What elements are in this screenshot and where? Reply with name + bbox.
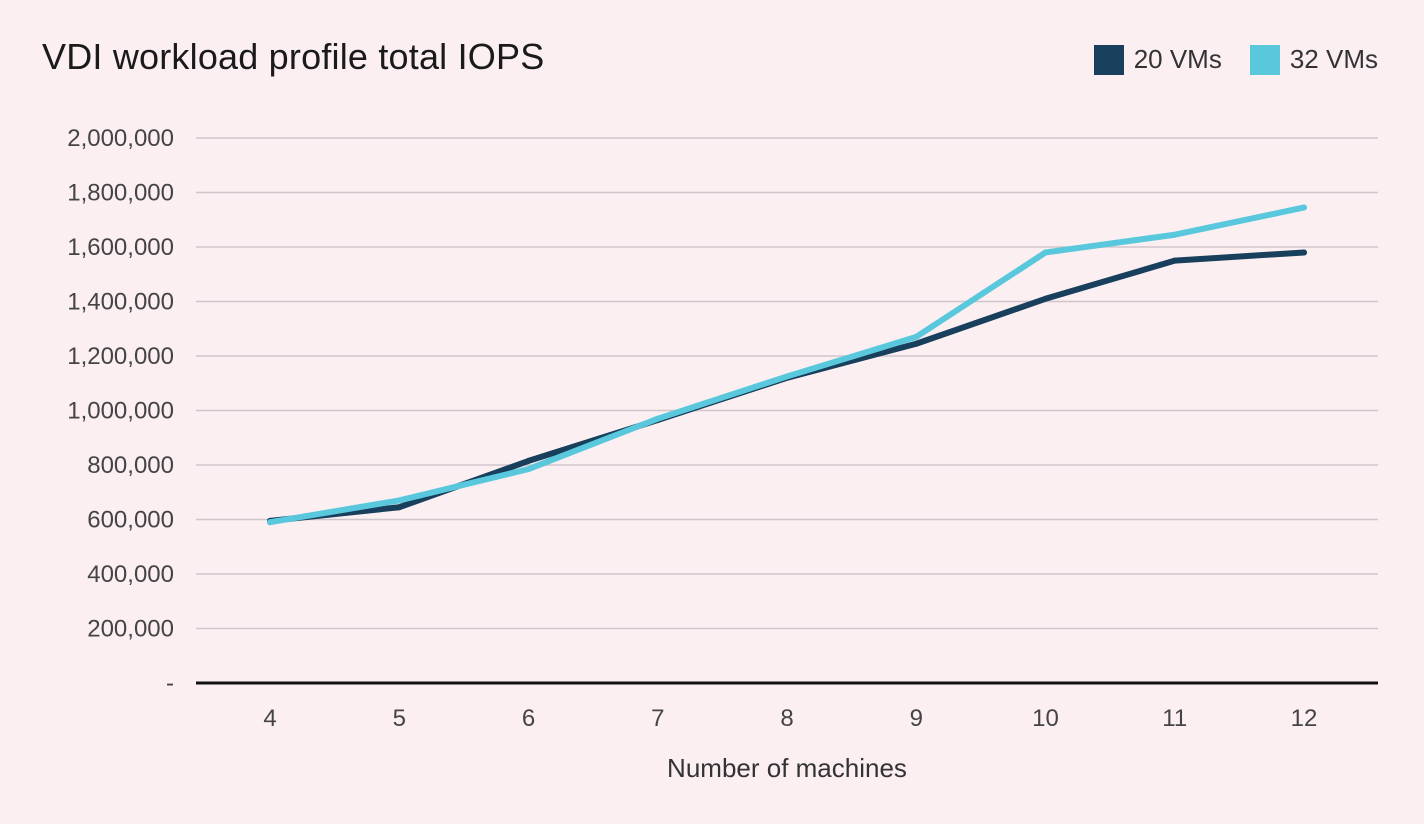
y-tick-label: 800,000 <box>87 452 174 479</box>
data-point-20-vms <box>1301 249 1307 256</box>
y-tick-label: - <box>166 670 174 697</box>
data-point-32-vms <box>784 373 790 380</box>
y-axis-ticks: - 200,000 400,000 600,000 800,000 1,000,000 1,… <box>67 125 174 697</box>
legend-label-32-vms: 32 VMs <box>1289 44 1378 74</box>
x-tick-label: 6 <box>522 705 535 732</box>
x-tick-label: 4 <box>263 705 276 732</box>
x-tick-label: 10 <box>1032 705 1059 732</box>
x-axis-title: Number of machines <box>667 753 907 783</box>
chart-title: VDI workload profile total IOPS <box>42 36 545 77</box>
legend-label-20-vms: 20 VMs <box>1133 44 1222 74</box>
x-tick-label: 9 <box>910 705 923 732</box>
y-tick-label: 400,000 <box>87 561 174 588</box>
legend-swatch-20-vms <box>1093 44 1124 75</box>
data-point-32-vms <box>267 519 273 526</box>
gridlines <box>196 137 1378 630</box>
x-tick-label: 12 <box>1291 705 1318 732</box>
series-line-20-vms <box>267 249 1307 524</box>
legend-swatch-32-vms <box>1249 44 1280 75</box>
x-tick-label: 5 <box>393 705 406 732</box>
data-point-20-vms <box>1042 295 1049 302</box>
data-point-32-vms <box>1171 231 1178 238</box>
data-point-20-vms <box>913 340 920 347</box>
data-point-32-vms <box>525 466 532 473</box>
data-point-20-vms <box>396 504 403 511</box>
x-axis-ticks: 4 5 6 7 8 9 10 11 12 <box>263 705 1317 732</box>
y-tick-label: 1,400,000 <box>67 289 174 316</box>
data-point-32-vms <box>1042 249 1049 256</box>
y-tick-label: 1,000,000 <box>67 398 174 425</box>
y-tick-label: 1,200,000 <box>67 343 174 370</box>
y-tick-label: 1,600,000 <box>67 234 174 261</box>
series-lines <box>267 204 1307 526</box>
y-tick-label: 600,000 <box>87 507 174 534</box>
x-tick-label: 11 <box>1162 705 1187 732</box>
legend-item-20-vms: 20 VMs <box>1093 44 1222 75</box>
legend: 20 VMs 32 VMs <box>1093 44 1378 75</box>
y-tick-label: 2,000,000 <box>67 125 174 152</box>
y-tick-label: 200,000 <box>87 616 174 643</box>
data-point-32-vms <box>396 497 403 504</box>
data-point-20-vms <box>1171 257 1178 264</box>
x-tick-label: 7 <box>651 705 664 732</box>
y-tick-label: 1,800,000 <box>67 180 174 207</box>
data-point-32-vms <box>913 333 920 340</box>
data-point-32-vms <box>654 415 661 422</box>
data-point-20-vms <box>525 457 532 464</box>
series-line-32-vms <box>267 204 1307 526</box>
x-tick-label: 8 <box>780 705 793 732</box>
legend-item-32-vms: 32 VMs <box>1249 44 1378 75</box>
data-point-32-vms <box>1301 204 1307 211</box>
